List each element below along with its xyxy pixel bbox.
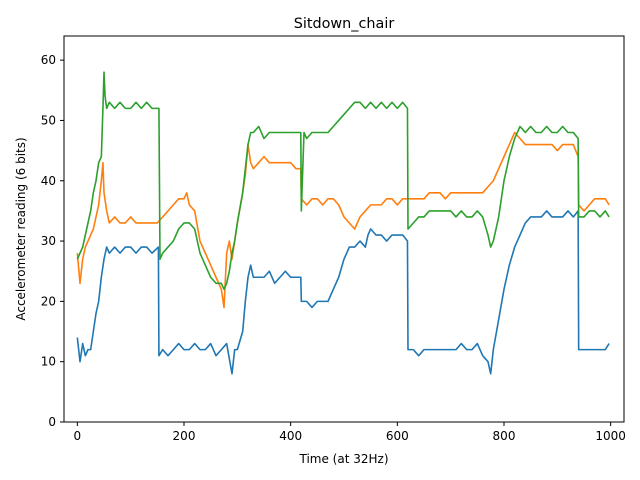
x-tick-label: 1000 bbox=[595, 429, 626, 443]
x-axis-label: Time (at 32Hz) bbox=[298, 452, 388, 466]
y-tick-label: 10 bbox=[41, 355, 56, 369]
x-tick-label: 800 bbox=[493, 429, 516, 443]
y-axis: 0 10 20 30 40 50 60 bbox=[41, 53, 64, 429]
series-line-3 bbox=[76, 71, 610, 291]
chart-title: Sitdown_chair bbox=[294, 16, 395, 32]
x-axis: 0 200 400 600 800 1000 bbox=[74, 422, 626, 443]
x-tick-label: 600 bbox=[386, 429, 409, 443]
y-tick-label: 0 bbox=[48, 415, 56, 429]
x-tick-label: 400 bbox=[279, 429, 302, 443]
y-tick-label: 40 bbox=[41, 174, 56, 188]
plot-area bbox=[76, 71, 610, 375]
axes-frame bbox=[63, 35, 625, 423]
series-line-1 bbox=[76, 210, 610, 375]
x-tick-label: 200 bbox=[173, 429, 196, 443]
series-line-2 bbox=[76, 131, 610, 309]
y-tick-label: 50 bbox=[41, 113, 56, 127]
y-tick-label: 60 bbox=[41, 53, 56, 67]
y-tick-label: 20 bbox=[41, 294, 56, 308]
y-axis-label: Accelerometer reading (6 bits) bbox=[14, 137, 28, 320]
y-tick-label: 30 bbox=[41, 234, 56, 248]
x-tick-label: 0 bbox=[74, 429, 82, 443]
